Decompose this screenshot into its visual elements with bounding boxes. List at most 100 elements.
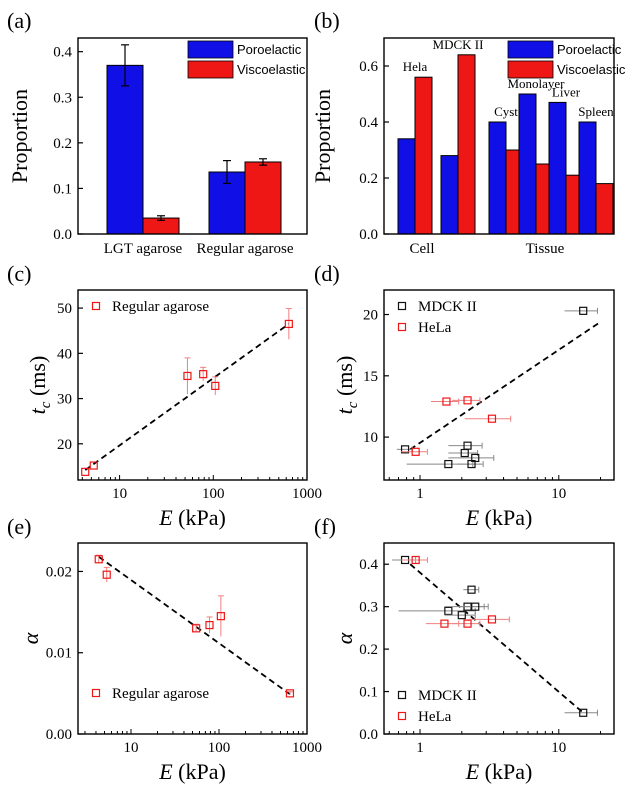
plot-frame	[77, 37, 308, 235]
y-tick-label: 0.2	[359, 642, 378, 658]
y-axis-unit: (ms)	[25, 356, 50, 402]
x-axis-unit: (kPa)	[479, 505, 532, 530]
y-tick-label: 10	[363, 430, 378, 446]
plot-frame	[383, 542, 615, 735]
x-category-label: LGT agarose	[104, 241, 183, 257]
bar	[548, 101, 567, 235]
legend-marker	[397, 322, 407, 332]
legend-label: MDCK II	[418, 688, 477, 704]
data-point	[411, 447, 420, 456]
data-point	[440, 619, 449, 628]
data-point	[471, 453, 480, 463]
data-point	[467, 585, 476, 594]
x-tick-label: 1000	[292, 740, 322, 756]
y-tick-label: 0.1	[53, 181, 72, 197]
legend-swatch	[187, 60, 234, 79]
y-tick-label: 30	[57, 392, 72, 408]
legend-marker	[91, 688, 101, 698]
y-tick-label: 15	[363, 369, 378, 385]
panel-label: (b)	[314, 8, 340, 33]
plot-frame	[383, 37, 615, 235]
x-axis-label: E (kPa)	[465, 759, 533, 784]
data-point	[211, 381, 220, 391]
y-axis-label: tc (ms)	[332, 356, 361, 415]
legend-marker	[397, 690, 407, 700]
panel-e: 0.00 0.01 0.02 10 100 1000 Regular agarose E (k…	[7, 514, 322, 784]
bar-group-label: Liver	[552, 84, 581, 99]
panel-c: 20 30 40 50 10 100 1000 Regular agarose E (kPa) t…	[7, 261, 322, 530]
x-tick-label: 10	[551, 486, 566, 502]
legend-swatch	[187, 40, 234, 59]
y-tick-label: 0.1	[359, 685, 378, 701]
bar	[518, 93, 537, 235]
y-tick-label: 0.4	[53, 45, 72, 61]
legend-marker	[397, 711, 407, 721]
x-tick-label: 10	[123, 740, 138, 756]
data-point	[284, 319, 293, 329]
y-tick-label: 40	[57, 346, 72, 362]
legend-label: Poroelactic	[237, 42, 302, 57]
fit-line	[84, 323, 290, 471]
legend-label: MDCK II	[418, 299, 477, 315]
y-tick-label: 0.01	[46, 646, 72, 662]
bar	[414, 76, 433, 235]
x-axis-label: E (kPa)	[158, 759, 226, 784]
x-tick-label: 1	[416, 486, 424, 502]
y-tick-label: 0.0	[53, 227, 72, 243]
legend-label: Viscoelastic	[557, 62, 626, 77]
panel-a: LGT agarose Regular agarose 0.0 0.1 0.2 0.3 0.…	[7, 8, 308, 257]
plot-frame	[383, 289, 615, 481]
fit-line	[409, 321, 602, 451]
data-point	[205, 620, 214, 630]
x-tick-label: 100	[202, 486, 225, 502]
y-axis-subscript: c	[345, 401, 361, 408]
y-axis-symbol: t	[332, 407, 357, 414]
x-axis-unit: (kPa)	[173, 759, 226, 784]
fit-line	[409, 563, 584, 714]
data-point	[457, 611, 466, 620]
x-axis-symbol: E	[158, 505, 173, 530]
y-axis-label: Proportion	[7, 89, 32, 183]
x-axis-symbol: E	[465, 759, 480, 784]
legend-label: Poroelactic	[557, 42, 622, 57]
bar	[595, 183, 614, 235]
data-point	[487, 615, 497, 624]
legend-label: HeLa	[418, 320, 452, 336]
x-axis-symbol: E	[465, 505, 480, 530]
y-axis-label: α	[332, 632, 357, 644]
data-point	[81, 467, 90, 476]
y-tick-label: 0.0	[359, 227, 378, 243]
x-tick-label: 10	[112, 486, 127, 502]
data-point	[89, 461, 98, 470]
bar	[440, 155, 459, 235]
y-tick-label: 20	[363, 308, 378, 324]
data-point	[183, 371, 192, 381]
legend-label: Regular agarose	[112, 686, 209, 702]
panel-d: 10 15 20 1 10 MDCK II HeLa E (kPa) tc (ms) (d)	[314, 261, 615, 530]
data-point	[471, 602, 480, 611]
y-tick-label: 0.4	[359, 115, 378, 131]
y-tick-label: 0.02	[46, 564, 72, 580]
x-tick-label: 10	[551, 740, 566, 756]
data-point	[442, 397, 451, 406]
fit-line	[98, 556, 291, 695]
y-axis-subscript: c	[38, 401, 54, 408]
legend-label: Regular agarose	[112, 299, 209, 315]
data-point	[463, 619, 472, 628]
legend-marker	[91, 301, 101, 311]
y-axis-unit: (ms)	[332, 356, 357, 402]
x-group-label: Tissue	[526, 241, 565, 257]
y-axis-label: tc (ms)	[25, 356, 54, 415]
y-tick-label: 0.4	[359, 557, 378, 573]
panel-label: (a)	[7, 8, 31, 33]
bar-group-label: Monolayer	[507, 76, 565, 91]
y-tick-label: 0.6	[359, 59, 378, 75]
data-point	[285, 689, 295, 698]
data-point	[463, 396, 472, 405]
x-group-label: Cell	[410, 241, 435, 257]
plot-frame	[77, 542, 308, 735]
y-tick-label: 0.3	[53, 90, 72, 106]
x-axis-label: E (kPa)	[465, 505, 533, 530]
bar-group-label: Spleen	[578, 104, 614, 119]
